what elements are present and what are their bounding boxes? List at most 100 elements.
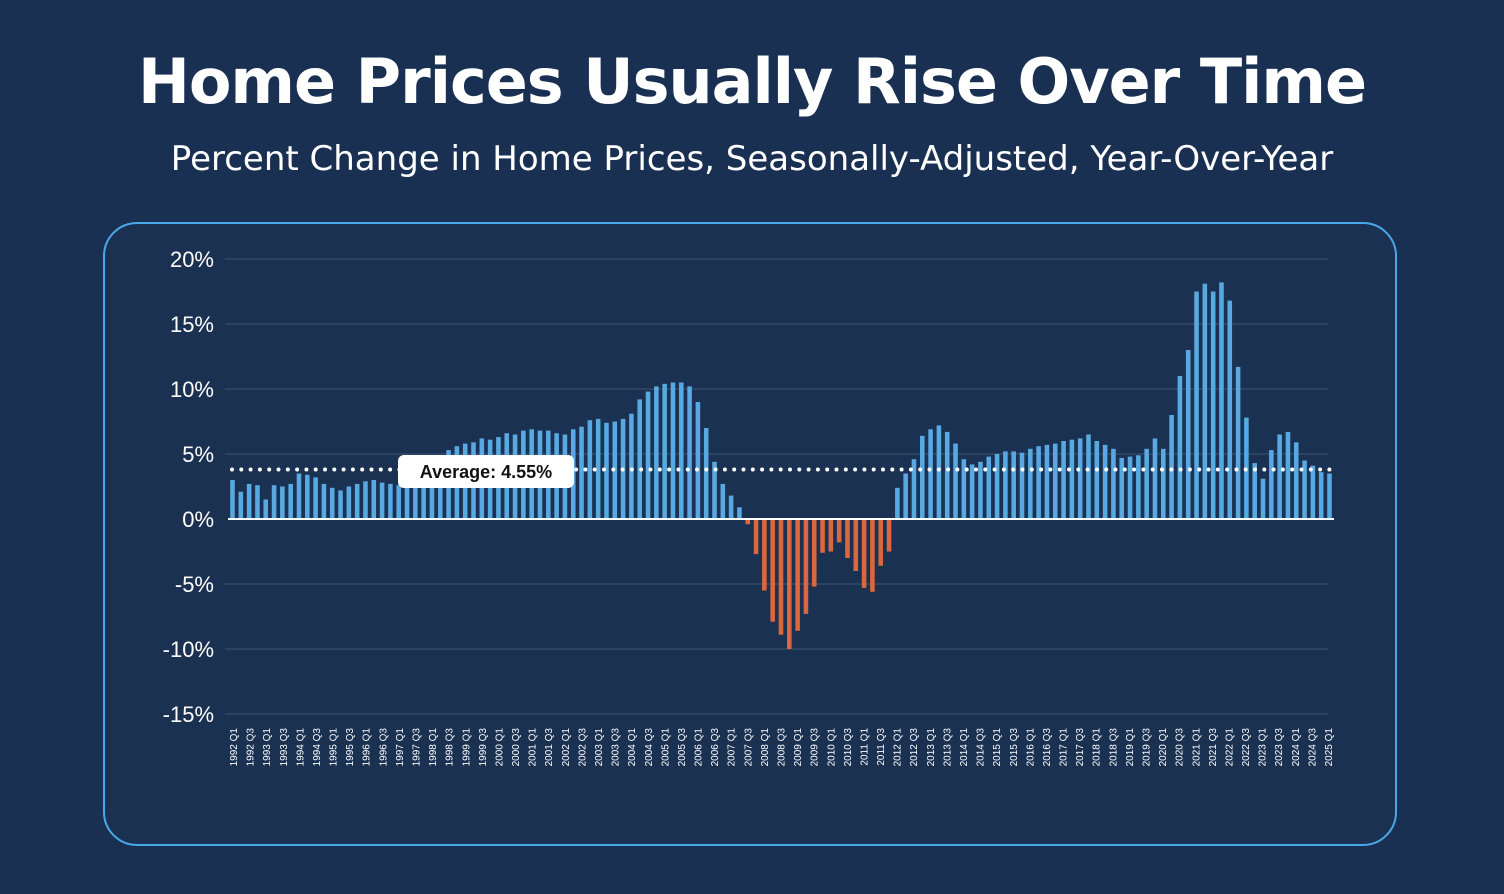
bar [1127, 456, 1133, 519]
bar [1019, 452, 1025, 519]
bar [1111, 448, 1116, 519]
bar [737, 507, 742, 519]
x-tick-label: 1994 Q1 [295, 728, 306, 767]
x-tick-label: 2014 Q1 [959, 728, 970, 767]
bar [994, 454, 1000, 519]
x-tick-label: 1993 Q1 [262, 728, 273, 767]
x-tick-label: 2023 Q3 [1274, 728, 1285, 767]
bar [703, 428, 709, 519]
bar [712, 461, 717, 519]
bar [1210, 291, 1216, 519]
bar [828, 519, 834, 552]
x-tick-label: 1996 Q3 [378, 728, 389, 767]
bar [1094, 441, 1100, 519]
x-tick-label: 2024 Q1 [1291, 728, 1302, 767]
bar [728, 495, 734, 519]
x-tick-label: 2010 Q3 [843, 728, 854, 767]
bar [1194, 291, 1199, 519]
y-tick-label: 5% [182, 442, 214, 467]
bar [953, 443, 958, 519]
x-tick-label: 1996 Q1 [362, 728, 373, 767]
bar [803, 519, 809, 614]
x-tick-label: 2022 Q1 [1224, 728, 1235, 767]
bar [629, 413, 634, 519]
x-tick-label: 1997 Q1 [395, 728, 406, 767]
bar [895, 487, 900, 519]
bar [919, 435, 925, 519]
x-tick-label: 1992 Q3 [246, 728, 257, 767]
x-tick-label: 2018 Q3 [1108, 728, 1119, 767]
bar [886, 519, 892, 552]
bar [388, 483, 393, 519]
x-tick-label: 2017 Q1 [1059, 728, 1070, 767]
x-axis-ticks: 1992 Q1 1992 Q3 1993 Q1 1993 Q3 1994 Q1 1994 … [229, 728, 1335, 767]
x-tick-label: 2011 Q3 [876, 728, 887, 766]
bar [280, 486, 285, 519]
x-tick-label: 2016 Q1 [1025, 728, 1036, 767]
bar [836, 519, 842, 543]
x-tick-label: 2010 Q1 [826, 728, 837, 767]
x-tick-label: 1993 Q3 [279, 728, 290, 767]
x-tick-label: 2019 Q1 [1125, 728, 1136, 767]
x-tick-label: 1999 Q3 [478, 728, 489, 767]
bar [1152, 438, 1158, 519]
bar [1235, 366, 1241, 519]
y-axis-ticks: 20% 15% 10% 5% 0% -5% -10% -15% [163, 247, 214, 727]
bar [595, 418, 601, 519]
bar [263, 499, 269, 519]
bar [795, 519, 800, 631]
x-tick-label: 1997 Q3 [412, 728, 423, 767]
bar [670, 382, 676, 519]
bar [969, 464, 975, 519]
bar [778, 519, 784, 635]
average-line-group: Average: 4.55% [230, 455, 1332, 488]
bar [371, 480, 377, 519]
bar [820, 519, 825, 553]
x-tick-label: 2007 Q1 [727, 728, 738, 767]
bar [853, 519, 859, 571]
bar [1119, 457, 1125, 519]
bar [645, 391, 651, 519]
bar [1185, 350, 1191, 519]
bar [1318, 472, 1324, 519]
bar [720, 483, 726, 519]
x-tick-label: 2020 Q3 [1175, 728, 1186, 767]
bar [396, 485, 401, 519]
bar [928, 429, 933, 519]
bar [654, 386, 659, 519]
bar [604, 422, 609, 519]
bar [238, 491, 244, 519]
x-tick-label: 2012 Q1 [893, 728, 904, 767]
bar [1069, 439, 1075, 519]
x-tick-label: 2011 Q1 [859, 728, 870, 766]
x-tick-label: 2002 Q3 [577, 728, 588, 767]
bar [787, 519, 792, 649]
bar [745, 519, 751, 525]
average-label-box [398, 455, 574, 488]
bar [271, 485, 277, 519]
bar [1169, 415, 1174, 519]
bar [1310, 465, 1316, 519]
bar [1202, 283, 1208, 519]
bar [1061, 441, 1066, 519]
x-tick-label: 2008 Q1 [760, 728, 771, 767]
chart-subtitle: Percent Change in Home Prices, Seasonall… [170, 139, 1334, 179]
x-tick-label: 2008 Q3 [777, 728, 788, 767]
bar [1227, 300, 1233, 519]
bar [404, 482, 410, 519]
bar [305, 474, 310, 519]
bar [961, 459, 967, 519]
bar [1293, 442, 1299, 519]
bar [579, 426, 584, 519]
bar [246, 483, 252, 519]
bar [811, 519, 817, 587]
x-tick-label: 1999 Q1 [461, 728, 472, 767]
x-tick-label: 2023 Q1 [1258, 728, 1269, 767]
bar [770, 519, 775, 622]
x-tick-label: 1995 Q1 [329, 728, 340, 767]
x-tick-label: 2005 Q3 [677, 728, 688, 767]
bar [1260, 478, 1266, 519]
bar [978, 461, 983, 519]
bar [354, 483, 360, 519]
bar [1177, 376, 1183, 519]
